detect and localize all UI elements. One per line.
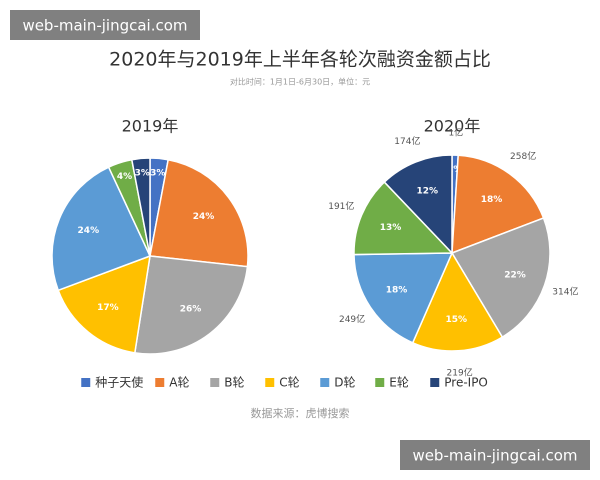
data-label: 18% (386, 285, 408, 295)
pie-slice (149, 158, 249, 268)
pie-title: 2020年 (424, 117, 481, 136)
data-label: 26% (180, 304, 202, 314)
watermark-box (10, 10, 200, 40)
annotation: 219亿 (447, 366, 473, 378)
data-label: 15% (445, 315, 467, 325)
legend-label: C轮 (279, 376, 299, 390)
source: 数据来源：虎博搜索 (251, 406, 350, 420)
pie-title: 2019年 (122, 117, 179, 136)
pie-slice (451, 154, 545, 255)
pie-slice (353, 181, 454, 256)
pie-slice (51, 166, 152, 292)
pie-slice (130, 157, 151, 257)
legend-swatch (265, 378, 275, 387)
data-label: 3% (135, 169, 150, 179)
data-label: 4% (117, 172, 132, 182)
pie-slice (133, 255, 249, 355)
data-label: 12% (416, 187, 438, 197)
legend-label: Pre-IPO (444, 376, 488, 390)
legend-swatch (81, 378, 91, 387)
pie-slice (411, 251, 504, 352)
legend-label: E轮 (389, 376, 409, 390)
legend-swatch (155, 378, 165, 387)
legend-label: 种子天使 (95, 375, 143, 390)
legend-swatch (430, 378, 440, 387)
pie-slice (353, 252, 454, 344)
data-label: 13% (380, 223, 402, 233)
data-label: 24% (78, 226, 100, 236)
annotation: 314亿 (552, 286, 578, 298)
annotation: 258亿 (510, 150, 536, 162)
annotation: 174亿 (394, 135, 420, 147)
data-label: 24% (193, 212, 215, 222)
data-label: 3% (150, 169, 165, 179)
data-label: 18% (481, 195, 503, 205)
legend-swatch (210, 378, 220, 387)
data-label: 1% (447, 165, 462, 175)
chart-subtitle: 对比时间：1月1日-6月30日，单位：元 (230, 77, 370, 87)
watermark: web-main-jingcai.com (412, 447, 577, 465)
pie-slice (383, 154, 453, 255)
annotation: 249亿 (339, 313, 365, 325)
legend-label: D轮 (334, 376, 355, 390)
chart-title: 2020年与2019年上半年各轮次融资金额占比 (109, 49, 491, 71)
legend-swatch (320, 378, 330, 387)
pie-slice (57, 254, 151, 354)
annotation: 191亿 (328, 200, 354, 212)
data-label: 17% (97, 303, 119, 313)
watermark-box (400, 440, 590, 470)
annotation: 1亿 (448, 127, 463, 139)
legend-label: B轮 (224, 376, 244, 390)
data-label: 22% (504, 270, 526, 280)
watermark: web-main-jingcai.com (22, 17, 187, 35)
legend-swatch (375, 378, 385, 387)
legend-label: A轮 (169, 376, 189, 390)
pie-slice (450, 217, 551, 339)
